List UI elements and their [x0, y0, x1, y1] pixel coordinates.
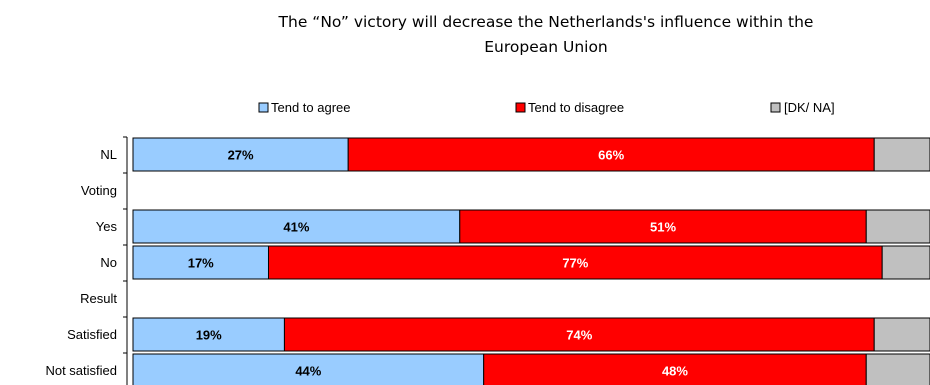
category-label-not-satisfied: Not satisfied — [45, 363, 117, 378]
category-label-yes: Yes — [96, 219, 118, 234]
bar-nl-dk-na — [873, 137, 930, 172]
bar-satisfied-dk-na — [873, 317, 930, 352]
category-label-voting: Voting — [81, 183, 117, 198]
bar-no-dk-na — [881, 245, 930, 280]
category-axis: NL Voting Yes No Result Satisfied Not satisfie… — [45, 136, 128, 385]
legend-swatch-dkna — [770, 102, 781, 113]
bar-not-satisfied-dk-na — [865, 353, 930, 385]
legend-label-dkna: [DK/ NA] — [784, 100, 835, 115]
data-label-no-tend-to-agree: 17% — [188, 256, 214, 271]
data-label-nl-tend-to-agree: 27% — [228, 148, 254, 163]
category-label-nl: NL — [100, 147, 117, 162]
chart-title-line-1: The “No” victory will decrease the Nethe… — [278, 13, 814, 31]
bar-satisfied-tend-to-agree — [132, 317, 285, 352]
data-label-nl-tend-to-disagree: 66% — [598, 148, 624, 163]
legend: Tend to agree Tend to disagree [DK/ NA] — [258, 100, 835, 115]
bar-satisfied-tend-to-disagree — [283, 317, 875, 352]
bars: 27% 66% 41% 51% 17% 77% 19% 74% 44% 48% — [132, 137, 930, 385]
data-label-satisfied-tend-to-agree: 19% — [196, 328, 222, 343]
bar-nl-tend-to-disagree — [347, 137, 875, 172]
data-label-not-satisfied-tend-to-disagree: 48% — [662, 364, 688, 379]
legend-swatch-disagree — [515, 102, 526, 113]
data-label-yes-tend-to-disagree: 51% — [650, 220, 676, 235]
bar-not-satisfied-tend-to-disagree — [483, 353, 867, 385]
bar-not-satisfied-tend-to-agree — [132, 353, 485, 385]
bar-no-tend-to-disagree — [267, 245, 883, 280]
bar-nl-tend-to-agree — [132, 137, 349, 172]
legend-label-disagree: Tend to disagree — [528, 100, 624, 115]
chart-title-line-2: European Union — [484, 38, 608, 56]
category-label-satisfied: Satisfied — [67, 327, 117, 342]
data-label-satisfied-tend-to-disagree: 74% — [566, 328, 592, 343]
data-label-not-satisfied-tend-to-agree: 44% — [295, 364, 321, 379]
bar-yes-dk-na — [865, 209, 930, 244]
data-label-yes-tend-to-agree: 41% — [283, 220, 309, 235]
data-label-no-tend-to-disagree: 77% — [562, 256, 588, 271]
category-label-no: No — [100, 255, 117, 270]
legend-swatch-agree — [258, 102, 269, 113]
legend-label-agree: Tend to agree — [271, 100, 351, 115]
category-label-result: Result — [80, 291, 117, 306]
